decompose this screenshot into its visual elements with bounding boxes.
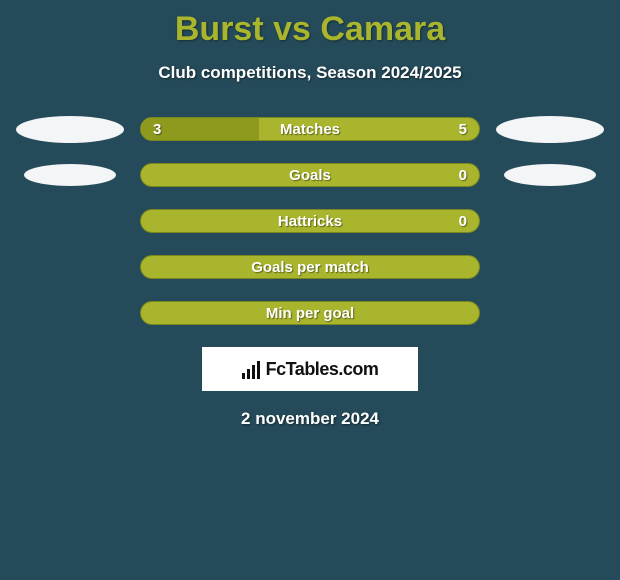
stat-rows: 3Matches5Goals0Hattricks0Goals per match…: [0, 117, 620, 325]
left-oval-slot: [10, 117, 130, 141]
stat-bar: Hattricks0: [140, 209, 480, 233]
logo-text: FcTables.com: [266, 359, 379, 380]
left-oval-slot: [10, 255, 130, 279]
stat-bar: Min per goal: [140, 301, 480, 325]
stat-row: Goals0: [0, 163, 620, 187]
right-oval-slot: [490, 163, 610, 187]
stat-row: Goals per match: [0, 255, 620, 279]
left-oval-slot: [10, 163, 130, 187]
stat-label: Goals: [141, 164, 479, 186]
left-oval-slot: [10, 209, 130, 233]
player-right-oval: [496, 116, 604, 143]
stat-bar: Goals per match: [140, 255, 480, 279]
player-left-oval: [24, 164, 116, 186]
stat-bar: 3Matches5: [140, 117, 480, 141]
stat-label: Hattricks: [141, 210, 479, 232]
subtitle: Club competitions, Season 2024/2025: [0, 63, 620, 83]
left-oval-slot: [10, 301, 130, 325]
right-oval-slot: [490, 117, 610, 141]
right-oval-slot: [490, 255, 610, 279]
stat-label: Goals per match: [141, 256, 479, 278]
date-text: 2 november 2024: [0, 409, 620, 429]
stat-bar: Goals0: [140, 163, 480, 187]
stat-label: Min per goal: [141, 302, 479, 324]
fctables-logo: FcTables.com: [202, 347, 418, 391]
stat-right-value: 5: [459, 118, 467, 140]
player-left-oval: [16, 116, 124, 143]
stat-right-value: 0: [459, 210, 467, 232]
right-oval-slot: [490, 209, 610, 233]
logo-bars-icon: [242, 359, 262, 379]
stat-label: Matches: [141, 118, 479, 140]
stat-row: Min per goal: [0, 301, 620, 325]
right-oval-slot: [490, 301, 610, 325]
stat-right-value: 0: [459, 164, 467, 186]
page-title: Burst vs Camara: [0, 0, 620, 49]
stat-row: Hattricks0: [0, 209, 620, 233]
player-right-oval: [504, 164, 596, 186]
stat-row: 3Matches5: [0, 117, 620, 141]
